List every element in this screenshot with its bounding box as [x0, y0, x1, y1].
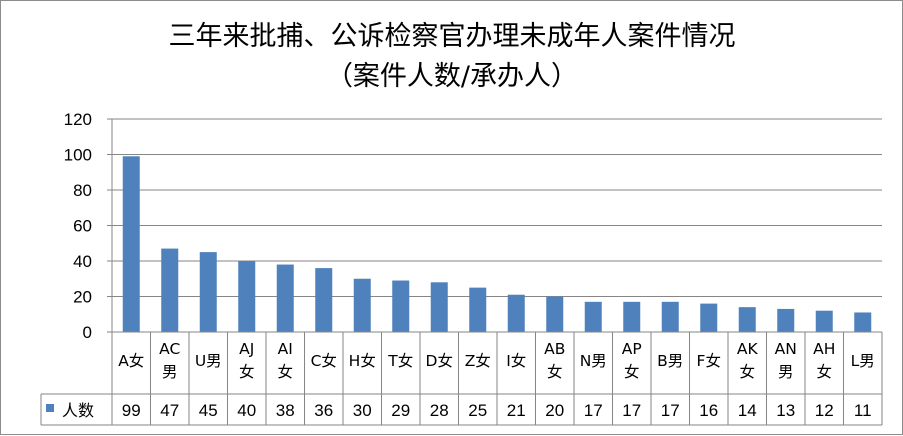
y-tick-label: 40 — [73, 252, 92, 271]
bar — [738, 307, 756, 332]
data-value-label: 40 — [237, 401, 256, 420]
chart-title-line-1: 三年来批捕、公诉检察官办理未成年人案件情况 — [169, 21, 736, 52]
category-label: AP — [622, 340, 642, 358]
bar — [430, 282, 448, 332]
data-value-label: 36 — [314, 401, 333, 420]
bar — [815, 310, 833, 332]
bar — [276, 264, 294, 332]
bar — [507, 294, 525, 332]
data-value-label: 99 — [122, 401, 141, 420]
bar — [392, 280, 410, 332]
data-value-label: 14 — [738, 401, 757, 420]
category-label: N男 — [580, 352, 607, 370]
category-label: A女 — [118, 351, 144, 370]
category-label: H女 — [349, 351, 376, 370]
bar — [353, 278, 371, 332]
y-tick-label: 20 — [73, 288, 92, 307]
data-value-label: 17 — [584, 401, 603, 420]
bar — [546, 296, 564, 332]
y-tick-label: 100 — [64, 146, 92, 165]
bar — [238, 261, 256, 332]
category-label: Z女 — [465, 351, 491, 370]
data-value-label: 25 — [468, 401, 487, 420]
bar — [469, 287, 487, 332]
bar — [199, 252, 217, 332]
data-value-label: 16 — [699, 401, 718, 420]
category-label: U男 — [195, 352, 222, 370]
category-label: AK — [737, 340, 759, 358]
data-value-label: 17 — [661, 401, 680, 420]
bar — [777, 308, 795, 332]
category-label: AN — [775, 340, 797, 358]
legend-swatch — [46, 404, 54, 412]
data-value-label: 20 — [545, 401, 564, 420]
category-label: AH — [813, 340, 835, 358]
y-tick-label: 80 — [73, 181, 92, 200]
category-label: AJ — [239, 340, 254, 358]
bar — [161, 248, 179, 332]
category-label: AI — [278, 340, 293, 358]
category-label: B男 — [657, 352, 683, 370]
data-value-label: 38 — [276, 401, 295, 420]
y-axis-ticks: 0 20 40 60 80 100 120 — [64, 110, 112, 342]
category-label: 女 — [547, 362, 563, 381]
bars — [122, 156, 872, 332]
data-value-label: 11 — [854, 401, 872, 420]
data-value-label: 30 — [353, 401, 372, 420]
data-value-label: 13 — [776, 401, 795, 420]
category-label: T女 — [387, 351, 413, 370]
data-value-label: 45 — [199, 401, 218, 420]
category-label: AC — [159, 340, 180, 358]
category-label: F女 — [697, 351, 721, 370]
data-value-label: 28 — [430, 401, 449, 420]
category-label: 女 — [239, 362, 255, 381]
bar — [315, 268, 333, 332]
bar — [623, 301, 641, 332]
category-label: AB — [544, 340, 565, 358]
category-label: 女 — [739, 362, 755, 381]
data-table: A女 AC 男 U男 AJ 女 AI 女 C女 H女 T女 D女 Z女 I女 AB 女 N男 AP 女 B男 F女 AK 女… — [40, 331, 883, 426]
data-value-label: 12 — [815, 401, 834, 420]
category-label: 女 — [624, 362, 640, 381]
y-tick-label: 60 — [73, 217, 92, 236]
bar — [661, 301, 679, 332]
data-value-label: 47 — [160, 401, 179, 420]
bar — [700, 303, 718, 332]
bar — [122, 156, 140, 332]
data-value-label: 21 — [507, 401, 526, 420]
bar — [584, 301, 602, 332]
category-label: 女 — [816, 362, 832, 381]
category-label: 女 — [277, 362, 293, 381]
category-label: I女 — [506, 351, 526, 370]
category-label: D女 — [426, 351, 453, 370]
data-value-label: 17 — [622, 401, 641, 420]
category-label: C女 — [311, 351, 337, 370]
gridlines — [111, 118, 882, 333]
bar — [854, 312, 872, 332]
category-label: 男 — [778, 363, 794, 381]
y-tick-label: 120 — [64, 110, 92, 129]
category-label: L男 — [851, 352, 875, 370]
legend-series-name: 人数 — [62, 401, 94, 420]
data-value-label: 29 — [391, 401, 410, 420]
y-tick-label: 0 — [83, 323, 92, 342]
chart-title-line-2: （案件人数/承办人） — [326, 61, 578, 92]
category-label: 男 — [162, 363, 178, 381]
